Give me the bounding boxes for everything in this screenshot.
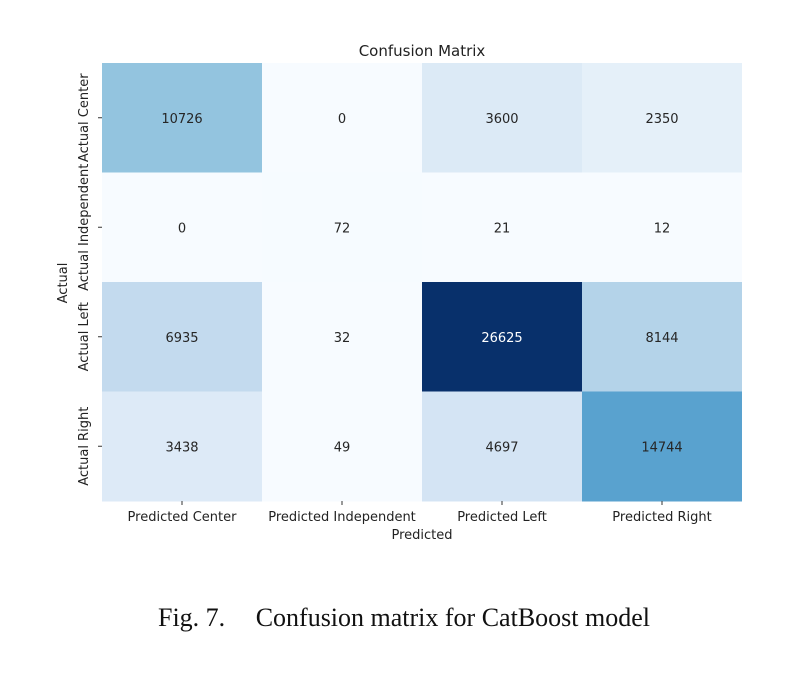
heatmap-cell	[422, 282, 582, 392]
heatmap-cell	[102, 391, 262, 502]
y-tick-label: Actual Center	[77, 73, 92, 162]
heatmap-cell	[582, 63, 742, 173]
heatmap-cell	[422, 391, 582, 502]
confusion-matrix-chart: Confusion Matrix 10726 0 3600 2350 0 72 21 12 69…	[56, 42, 742, 543]
heatmap-cell	[582, 391, 742, 502]
cell-value-label: 72	[334, 221, 351, 236]
heatmap-cell	[102, 63, 262, 173]
cell-value-label: 10726	[161, 112, 202, 127]
heatmap-cell	[102, 172, 262, 283]
caption-text: Confusion matrix for CatBoost model	[255, 603, 650, 632]
y-tick-label: Actual Independent	[77, 164, 92, 291]
cell-value-label: 3438	[165, 440, 198, 455]
cell-value-label: 2350	[645, 112, 678, 127]
chart-title: Confusion Matrix	[359, 42, 486, 60]
x-tick-label: Predicted Right	[612, 510, 711, 525]
y-axis-ticks: Actual Center Actual Independent Actual Le…	[77, 73, 102, 486]
heatmap-cell	[422, 63, 582, 173]
x-axis-ticks: Predicted Center Predicted Independent Pre…	[128, 501, 712, 525]
heatmap-cell	[582, 282, 742, 392]
figure-number: Fig. 7.	[158, 603, 226, 632]
heatmap-cell	[262, 282, 422, 392]
heatmap-cell	[102, 282, 262, 392]
cell-value-label: 6935	[165, 331, 198, 346]
heatmap-cell	[262, 172, 422, 283]
x-tick-label: Predicted Left	[457, 510, 547, 525]
heatmap-cell	[262, 391, 422, 502]
y-axis-label: Actual	[56, 263, 71, 304]
heatmap-cell	[422, 172, 582, 283]
heatmap-cells: 10726 0 3600 2350 0 72 21 12 6935 32 26625 8144 3438…	[102, 63, 742, 502]
y-tick-label: Actual Left	[77, 302, 92, 371]
cell-value-label: 49	[334, 440, 351, 455]
y-tick-label: Actual Right	[77, 407, 92, 486]
cell-value-label: 32	[334, 331, 351, 346]
cell-value-label: 12	[654, 221, 671, 236]
figure-caption: Fig. 7. Confusion matrix for CatBoost mo…	[0, 603, 808, 633]
cell-value-label: 0	[178, 221, 186, 236]
cell-value-label: 3600	[485, 112, 518, 127]
heatmap-cell	[582, 172, 742, 283]
cell-value-label: 21	[494, 221, 511, 236]
x-tick-label: Predicted Center	[128, 510, 238, 525]
x-axis-label: Predicted	[391, 528, 452, 543]
cell-value-label: 14744	[641, 440, 682, 455]
cell-value-label: 0	[338, 112, 346, 127]
x-tick-label: Predicted Independent	[268, 510, 416, 525]
cell-value-label: 4697	[485, 440, 518, 455]
cell-value-label: 8144	[645, 331, 678, 346]
heatmap-cell	[262, 63, 422, 173]
cell-value-label: 26625	[481, 331, 522, 346]
